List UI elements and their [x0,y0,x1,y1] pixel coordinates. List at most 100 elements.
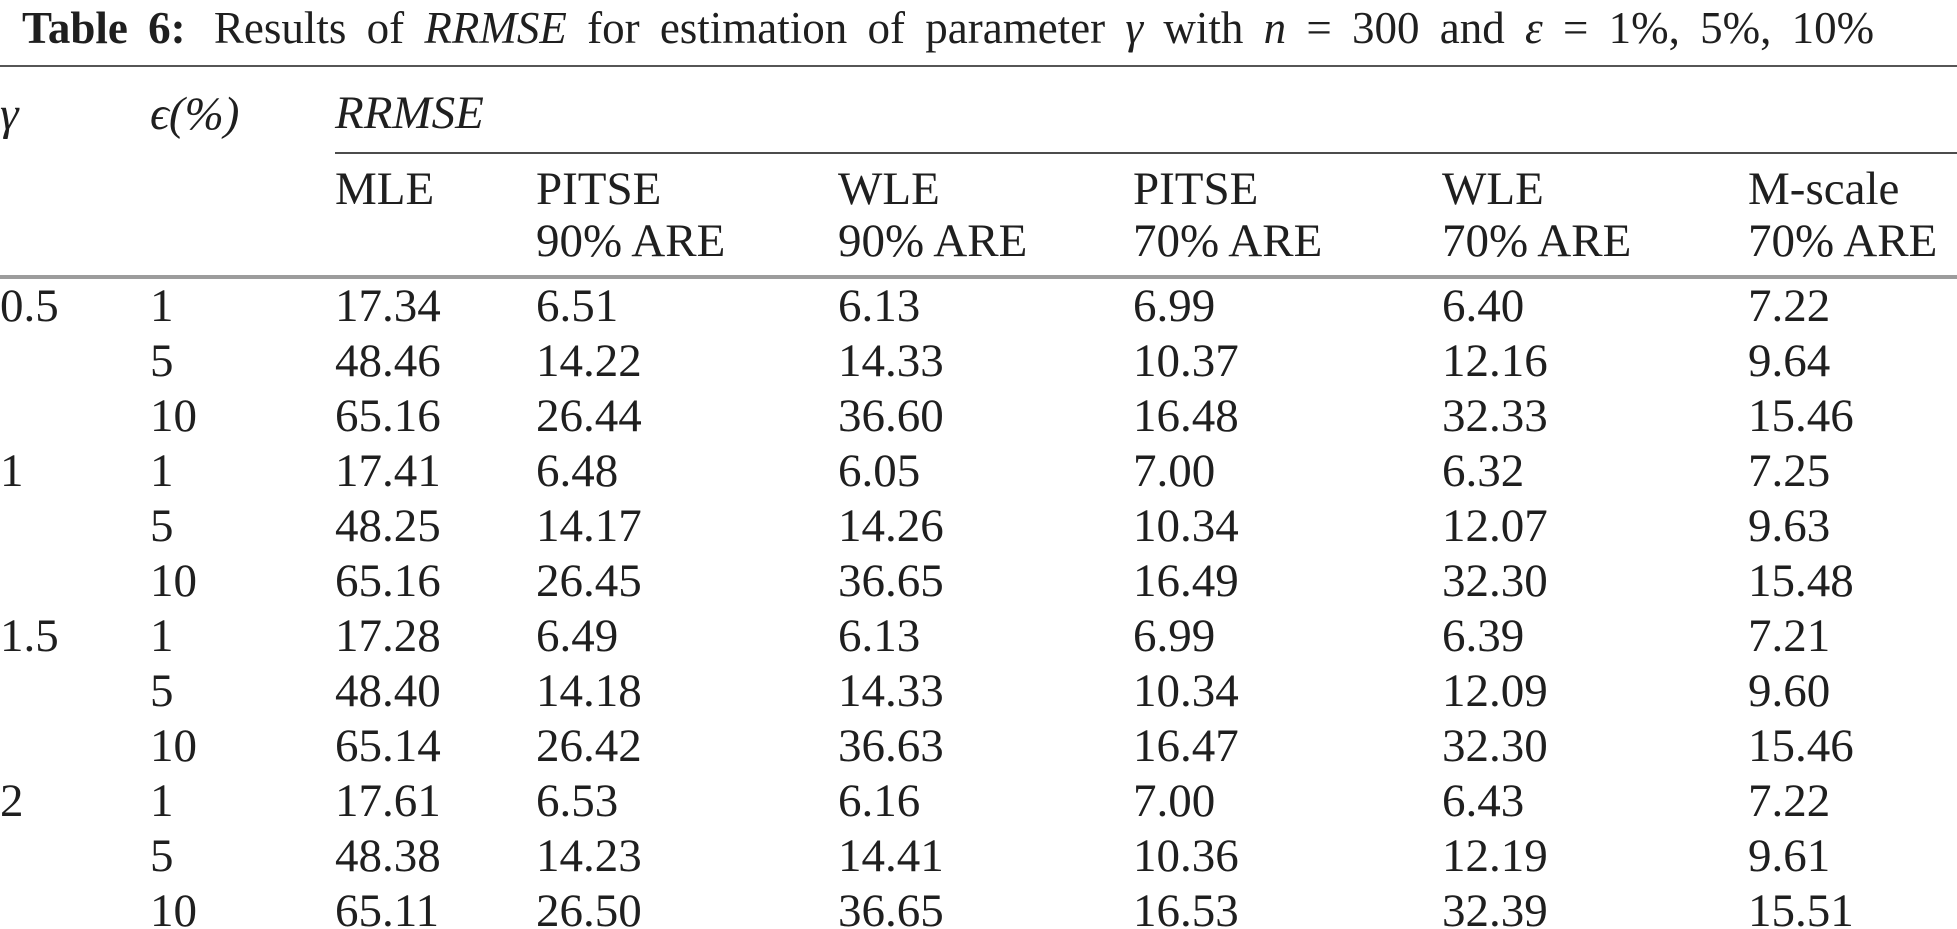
value-cell: 65.16 [335,390,441,442]
value-cell: 9.63 [1748,500,1831,552]
column-header-m-scale-70: M-scale 70% ARE [1748,153,1957,279]
value-cell: 26.45 [536,555,642,607]
gamma-column-header: γ [0,88,19,140]
value-cell: 12.07 [1442,500,1548,552]
value-cell: 9.60 [1748,665,1831,717]
value-cell: 26.42 [536,720,642,772]
column-header-pitse-90: PITSE 90% ARE [536,153,838,279]
caption-gamma-symbol: γ [1125,3,1144,53]
gamma-cell [0,334,150,389]
epsilon-cell: 10 [150,884,335,929]
value-cell: 7.21 [1748,610,1831,662]
caption-epsilon-symbol: ε [1525,3,1543,53]
column-header-pitse-70: PITSE 70% ARE [1133,153,1442,279]
value-cell: 32.30 [1442,555,1548,607]
value-cell: 15.46 [1748,720,1854,772]
epsilon-cell: 10 [150,390,197,442]
value-cell: 17.61 [335,775,441,827]
column-header-line1: M-scale [1748,163,1900,215]
gamma-cell [0,554,150,609]
epsilon-cell: 10 [150,720,197,772]
value-cell: 7.25 [1748,445,1831,497]
epsilon-cell: 5 [150,830,174,882]
table-row: 5 48.38 14.23 14.41 10.36 12.19 9.61 [0,829,1957,884]
value-cell: 7.00 [1133,445,1216,497]
column-header-line1: PITSE [1133,163,1259,215]
header-row-columns: MLE PITSE 90% ARE WLE 90% ARE PITSE 70% … [0,153,1957,279]
epsilon-cell: 5 [150,665,174,717]
value-cell: 7.00 [1133,775,1216,827]
gamma-cell [0,884,150,929]
table-row: 10 65.11 26.50 36.65 16.53 32.39 15.51 [0,884,1957,929]
value-cell: 48.25 [335,500,441,552]
table-row: 1 1 17.41 6.48 6.05 7.00 6.32 7.25 [0,444,1957,499]
table-row: 10 65.14 26.42 36.63 16.47 32.30 15.46 [0,719,1957,774]
value-cell: 32.39 [1442,884,1748,929]
column-header-line1: WLE [838,163,940,215]
value-cell: 14.33 [838,665,944,717]
value-cell: 16.48 [1133,390,1239,442]
table-row: 0.5 1 17.34 6.51 6.13 6.99 6.40 7.22 [0,277,1957,334]
value-cell: 6.39 [1442,610,1525,662]
gamma-cell [0,664,150,719]
value-cell: 10.36 [1133,830,1239,882]
caption-text: Results of [213,3,405,53]
value-cell: 10.37 [1133,335,1239,387]
value-cell: 6.53 [536,775,619,827]
value-cell: 48.38 [335,830,441,882]
value-cell: 65.14 [335,720,441,772]
value-cell: 6.51 [536,280,619,332]
value-cell: 16.53 [1133,884,1442,929]
value-cell: 14.17 [536,500,642,552]
column-header-line2 [335,215,536,267]
value-cell: 6.99 [1133,280,1216,332]
value-cell: 9.64 [1748,335,1831,387]
value-cell: 26.44 [536,390,642,442]
value-cell: 16.49 [1133,555,1239,607]
column-header-line1: MLE [335,163,435,215]
value-cell: 6.40 [1442,280,1525,332]
value-cell: 14.22 [536,335,642,387]
value-cell: 26.50 [536,884,838,929]
value-cell: 17.41 [335,445,441,497]
value-cell: 9.61 [1748,830,1831,882]
column-header-line2: 90% ARE [536,215,726,267]
gamma-cell [0,719,150,774]
value-cell: 6.43 [1442,775,1525,827]
value-cell: 16.47 [1133,720,1239,772]
table-caption-label: Table 6: [22,3,186,53]
gamma-cell [0,389,150,444]
table-row: 5 48.46 14.22 14.33 10.37 12.16 9.64 [0,334,1957,389]
epsilon-cell: 1 [150,445,174,497]
column-header-wle-70: WLE 70% ARE [1442,153,1748,279]
value-cell: 14.23 [536,830,642,882]
value-cell: 14.18 [536,665,642,717]
value-cell: 48.40 [335,665,441,717]
value-cell: 6.49 [536,610,619,662]
caption-n-symbol: n [1263,3,1287,53]
gamma-cell: 0.5 [0,280,59,332]
value-cell: 7.22 [1748,280,1831,332]
gamma-cell: 2 [0,775,24,827]
column-header-line2: 70% ARE [1133,215,1323,267]
value-cell: 12.16 [1442,335,1548,387]
empty-header-cell [0,153,150,279]
table-row: 5 48.40 14.18 14.33 10.34 12.09 9.60 [0,664,1957,719]
epsilon-cell: 1 [150,775,174,827]
results-table: γ ϵ(%) RRMSE MLE PITSE 90% ARE WLE 90% A… [0,65,1957,929]
column-header-line1: WLE [1442,163,1544,215]
value-cell: 36.65 [838,884,1133,929]
value-cell: 36.60 [838,390,944,442]
rrmse-group-header: RRMSE [335,66,1957,154]
epsilon-cell: 1 [150,610,174,662]
column-header-mle: MLE [335,153,536,279]
value-cell: 32.33 [1442,390,1548,442]
column-header-line2: 70% ARE [1748,215,1938,267]
value-cell: 6.16 [838,775,921,827]
table-row: 10 65.16 26.44 36.60 16.48 32.33 15.46 [0,389,1957,444]
value-cell: 65.16 [335,555,441,607]
column-header-line2: 70% ARE [1442,215,1632,267]
epsilon-cell: 5 [150,500,174,552]
caption-rrmse: RRMSE [424,3,567,53]
